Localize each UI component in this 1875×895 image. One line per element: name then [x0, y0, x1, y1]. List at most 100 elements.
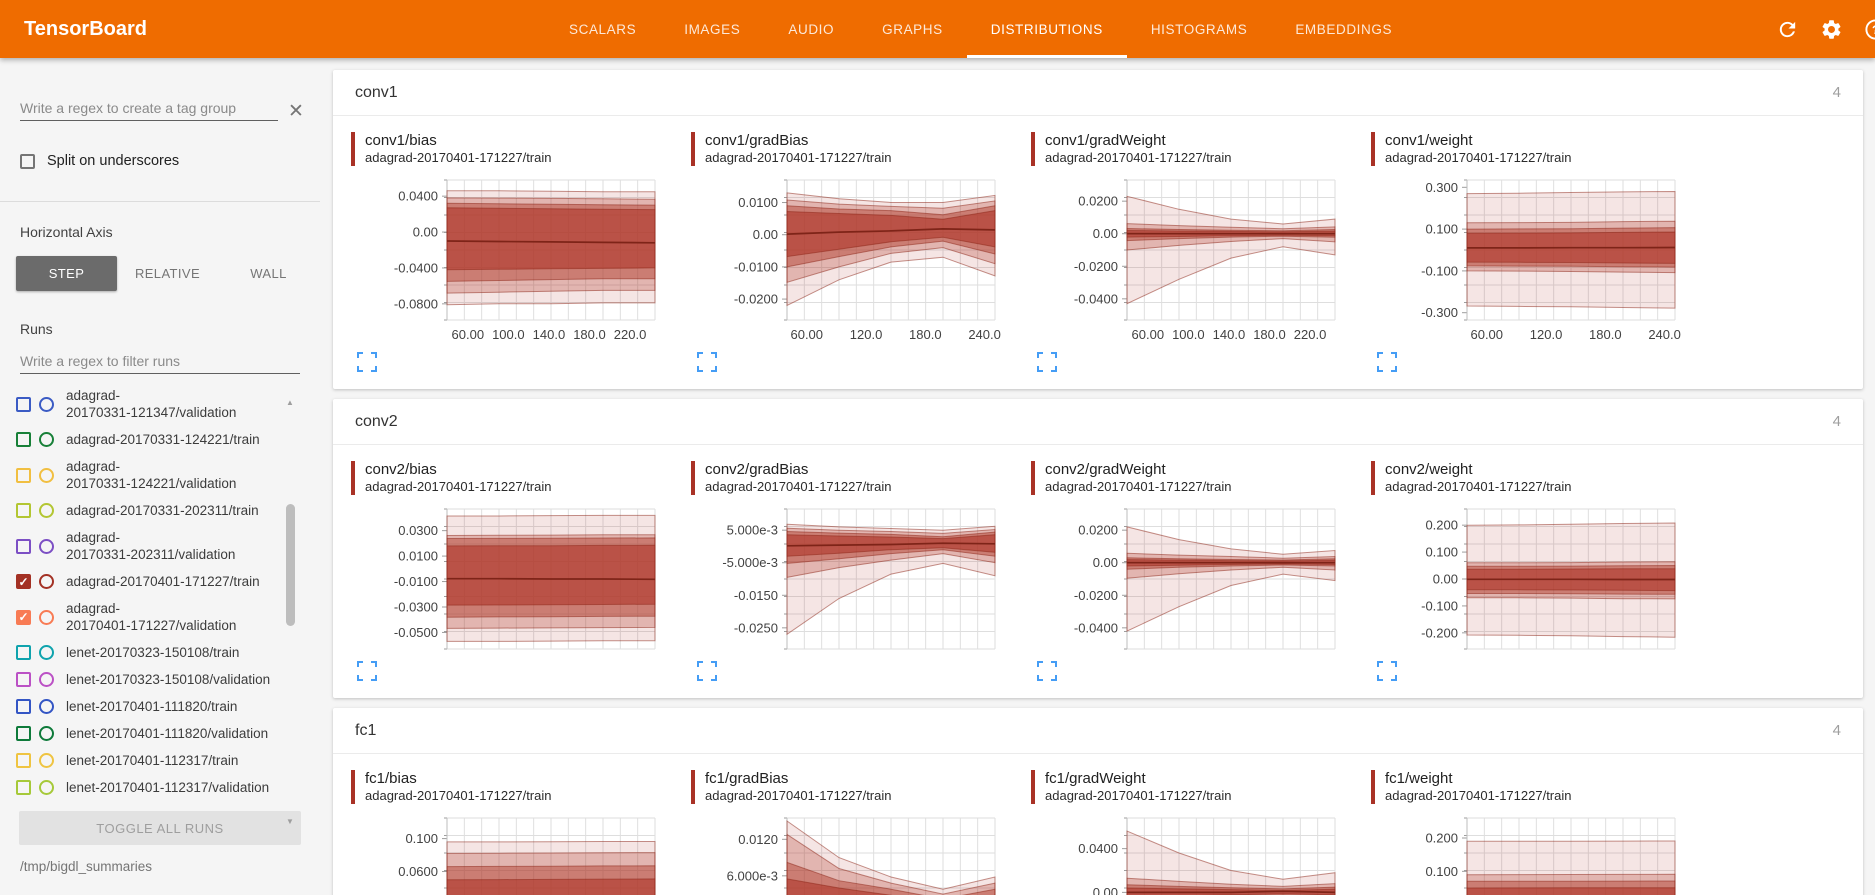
- expand-icon[interactable]: [357, 352, 377, 372]
- expand-icon[interactable]: [697, 352, 717, 372]
- expand-icon[interactable]: [1377, 661, 1397, 681]
- chart-card: conv1/bias adagrad-20170401-171227/train 0…: [351, 132, 691, 377]
- distribution-plot[interactable]: 0.0200 0.00 -0.0200 -0.0400 60.00 100.0 140.0 1…: [1031, 174, 1353, 346]
- run-radio[interactable]: [39, 726, 54, 741]
- run-item[interactable]: lenet-20170323-150108/validation: [16, 666, 274, 693]
- tab-graphs[interactable]: GRAPHS: [882, 21, 943, 37]
- run-item[interactable]: lenet-20170401-112317/train: [16, 747, 274, 774]
- settings-icon[interactable]: [1820, 18, 1843, 41]
- tag-group-header-fc1[interactable]: fc1 4: [333, 708, 1863, 754]
- run-radio[interactable]: [39, 699, 54, 714]
- run-item[interactable]: ✓ adagrad- 20170401-171227/validation: [16, 595, 274, 639]
- expand-icon[interactable]: [1037, 661, 1057, 681]
- run-checkbox[interactable]: [16, 538, 31, 554]
- run-radio[interactable]: [39, 574, 54, 589]
- run-checkbox[interactable]: ✓: [16, 609, 31, 625]
- tab-images[interactable]: IMAGES: [684, 21, 741, 37]
- chart-run-label: adagrad-20170401-171227/train: [1045, 788, 1232, 803]
- expand-icon[interactable]: [1037, 352, 1057, 372]
- tag-group-header-conv2[interactable]: conv2 4: [333, 399, 1863, 445]
- run-item[interactable]: lenet-20170401-111820/validation: [16, 720, 274, 747]
- run-radio[interactable]: [39, 503, 54, 518]
- tab-embeddings[interactable]: EMBEDDINGS: [1295, 21, 1393, 37]
- run-radio[interactable]: [39, 467, 54, 483]
- run-radio[interactable]: [39, 538, 54, 554]
- run-item[interactable]: adagrad-20170331-202311/train: [16, 497, 274, 524]
- axis-option-wall[interactable]: WALL: [250, 266, 287, 281]
- run-checkbox[interactable]: [16, 726, 31, 741]
- svg-text:0.100: 0.100: [1425, 545, 1458, 560]
- run-radio[interactable]: [39, 672, 54, 687]
- horizontal-axis-label: Horizontal Axis: [20, 224, 113, 240]
- run-radio[interactable]: [39, 396, 54, 412]
- axis-option-relative[interactable]: RELATIVE: [134, 266, 201, 281]
- run-radio[interactable]: [39, 753, 54, 768]
- split-underscores-row[interactable]: Split on underscores: [20, 153, 320, 169]
- run-checkbox[interactable]: [16, 467, 31, 483]
- sidebar: ✕ Split on underscores Horizontal Axis S…: [0, 58, 320, 895]
- distribution-plot[interactable]: 0.200 0.100 0.00 -0.100 -0.200: [1371, 503, 1693, 655]
- run-item[interactable]: adagrad- 20170331-124221/validation: [16, 453, 274, 497]
- refresh-icon[interactable]: [1776, 18, 1799, 41]
- svg-text:6.000e-3: 6.000e-3: [727, 868, 778, 883]
- distribution-plot[interactable]: 5.000e-3 -5.000e-3 -0.0150 -0.0250: [691, 503, 1013, 655]
- charts-row: conv2/bias adagrad-20170401-171227/train 0…: [333, 445, 1863, 698]
- run-checkbox[interactable]: [16, 753, 31, 768]
- run-item[interactable]: adagrad- 20170331-121347/validation: [16, 382, 274, 426]
- run-item[interactable]: lenet-20170323-150108/train: [16, 639, 274, 666]
- run-checkbox[interactable]: ✓: [16, 574, 31, 589]
- tag-group-header-conv1[interactable]: conv1 4: [333, 70, 1863, 116]
- chart-run-label: adagrad-20170401-171227/train: [705, 479, 892, 494]
- run-checkbox[interactable]: [16, 780, 31, 795]
- run-radio[interactable]: [39, 609, 54, 625]
- run-checkbox[interactable]: [16, 672, 31, 687]
- run-checkbox[interactable]: [16, 645, 31, 660]
- distribution-plot[interactable]: 0.0100 0.00 -0.0100 -0.0200 60.00 120.0 180.0 2…: [691, 174, 1013, 346]
- run-checkbox[interactable]: [16, 503, 31, 518]
- help-icon[interactable]: ?: [1864, 18, 1875, 41]
- scrollbar-thumb[interactable]: [286, 504, 295, 626]
- run-checkbox[interactable]: [16, 396, 31, 412]
- run-item[interactable]: lenet-20170401-112317/validation: [16, 774, 274, 801]
- run-radio[interactable]: [39, 780, 54, 795]
- distribution-plot[interactable]: 0.0300 0.0100 -0.0100 -0.0300 -0.0500: [351, 503, 673, 655]
- expand-icon[interactable]: [697, 661, 717, 681]
- scroll-up-icon[interactable]: ▲: [286, 398, 294, 407]
- axis-option-step[interactable]: STEP: [16, 256, 117, 291]
- svg-text:-0.0400: -0.0400: [1074, 620, 1118, 635]
- expand-icon[interactable]: [1377, 352, 1397, 372]
- svg-text:180.0: 180.0: [1589, 327, 1622, 342]
- run-filter-input[interactable]: [20, 349, 300, 374]
- run-item[interactable]: lenet-20170401-111820/train: [16, 693, 274, 720]
- tab-audio[interactable]: AUDIO: [788, 21, 835, 37]
- tab-distributions[interactable]: DISTRIBUTIONS: [967, 0, 1127, 58]
- close-icon[interactable]: ✕: [288, 101, 304, 122]
- run-item[interactable]: adagrad- 20170331-202311/validation: [16, 524, 274, 568]
- expand-icon[interactable]: [357, 661, 377, 681]
- tab-histograms[interactable]: HISTOGRAMS: [1150, 21, 1248, 37]
- run-item[interactable]: adagrad-20170331-124221/train: [16, 426, 274, 453]
- run-checkbox[interactable]: [16, 699, 31, 714]
- app-title: TensorBoard: [24, 17, 147, 40]
- svg-text:0.0200: 0.0200: [1078, 194, 1118, 209]
- svg-text:-0.0100: -0.0100: [734, 259, 778, 274]
- run-radio[interactable]: [39, 432, 54, 447]
- run-item[interactable]: ✓ adagrad-20170401-171227/train: [16, 568, 274, 595]
- tag-regex-input[interactable]: [20, 96, 278, 121]
- split-underscores-checkbox[interactable]: [20, 153, 35, 169]
- svg-text:-0.0200: -0.0200: [734, 292, 778, 307]
- svg-text:0.0120: 0.0120: [738, 832, 778, 847]
- run-checkbox[interactable]: [16, 432, 31, 447]
- svg-text:100.0: 100.0: [1172, 327, 1205, 342]
- run-radio[interactable]: [39, 645, 54, 660]
- distribution-plot[interactable]: 0.300 0.100 -0.100 -0.300 60.00 120.0 180.0 240…: [1371, 174, 1693, 346]
- toggle-all-runs-button[interactable]: TOGGLE ALL RUNS: [19, 811, 301, 845]
- scroll-down-icon[interactable]: ▼: [286, 817, 294, 826]
- distribution-plot[interactable]: 0.0200 0.00 -0.0200 -0.0400: [1031, 503, 1353, 655]
- tab-scalars[interactable]: SCALARS: [569, 21, 637, 37]
- distribution-plot[interactable]: 0.0400 0.00 -0.0400 -0.0800 60.00 100.0 140.0 1…: [351, 174, 673, 346]
